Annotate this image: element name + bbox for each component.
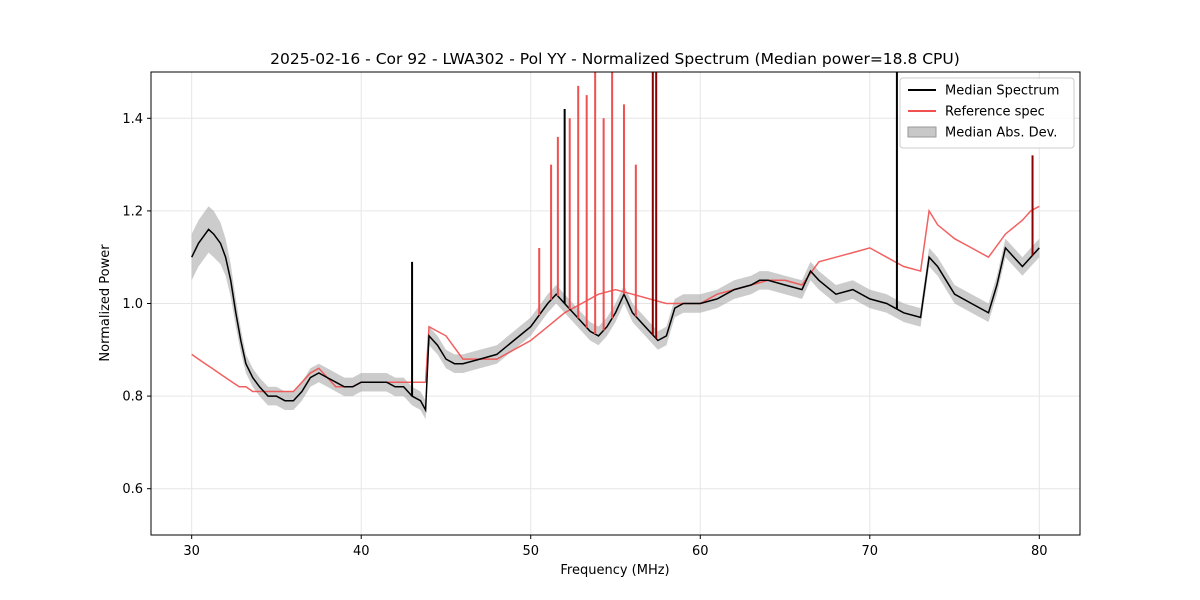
- y-axis-label: Normalized Power: [98, 244, 113, 362]
- y-tick-label: 0.6: [122, 482, 143, 497]
- series-lines: [191, 205, 1040, 413]
- legend-box: [899, 77, 1075, 149]
- y-tick-label: 1.4: [122, 112, 143, 127]
- legend-label: Median Abs. Dev.: [945, 126, 1057, 141]
- x-axis-ticks: 30 40 50 60 70 80: [183, 535, 1048, 559]
- legend-label: Median Spectrum: [945, 84, 1059, 99]
- y-axis-ticks: 0.6 0.8 1.0 1.2 1.4: [122, 112, 151, 497]
- y-tick-label: 1.0: [122, 297, 143, 312]
- series-line-reference: [191, 205, 1040, 393]
- y-tick-label: 0.8: [122, 390, 143, 405]
- x-tick-label: 60: [692, 544, 709, 559]
- chart-title: 2025-02-16 - Cor 92 - LWA302 - Pol YY - …: [270, 50, 960, 68]
- legend: Median Spectrum Reference spec Median Abs.…: [899, 77, 1075, 149]
- series-line-median: [191, 228, 1040, 413]
- x-tick-label: 80: [1031, 544, 1048, 559]
- x-tick-label: 30: [183, 544, 200, 559]
- x-tick-label: 50: [522, 544, 539, 559]
- legend-label: Reference spec: [945, 105, 1045, 120]
- y-tick-label: 1.2: [122, 204, 143, 219]
- rfi-spikes: [411, 72, 1034, 397]
- x-axis-label: Frequency (MHz): [560, 563, 669, 578]
- x-tick-label: 40: [353, 544, 370, 559]
- x-tick-label: 70: [862, 544, 879, 559]
- legend-swatch: [907, 126, 937, 138]
